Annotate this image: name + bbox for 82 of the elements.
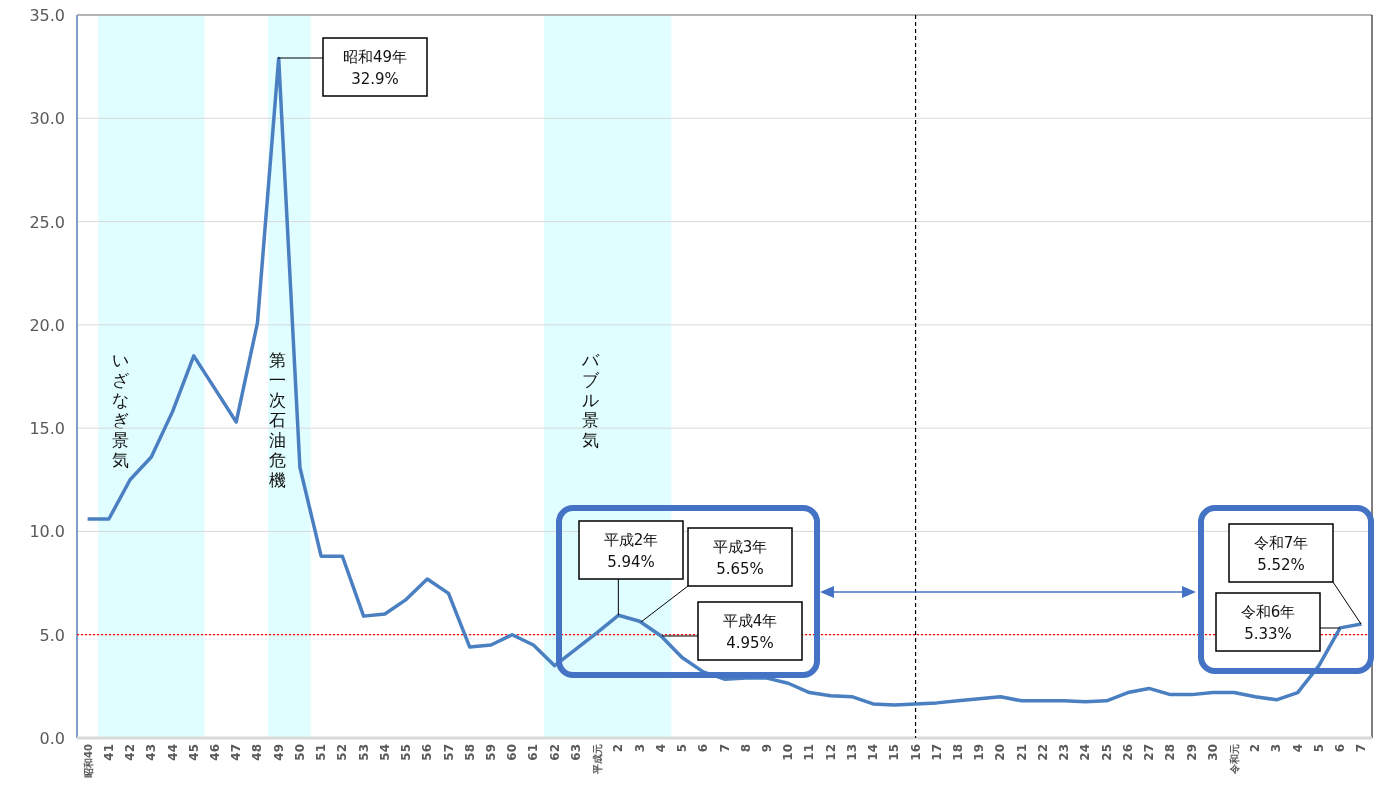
x-tick-label: 6 <box>1333 744 1348 753</box>
x-tick-label: 52 <box>335 744 350 761</box>
x-tick-label: 42 <box>123 744 138 761</box>
x-tick-label: 4 <box>1290 744 1305 753</box>
annotation: 昭和49年 32.9% <box>342 48 408 88</box>
y-tick-label: 35.0 <box>29 6 65 25</box>
band-label: いざなぎ景気 <box>111 350 129 470</box>
x-tick-label: 26 <box>1120 744 1135 761</box>
x-tick-label: 5 <box>675 744 690 753</box>
x-tick-label: 49 <box>271 744 286 761</box>
x-tick-label: 昭和40 <box>82 743 94 778</box>
x-tick-label: 61 <box>526 744 541 761</box>
x-tick-label: 46 <box>207 744 222 761</box>
x-tick-label: 58 <box>462 744 477 761</box>
x-tick-label: 54 <box>377 744 392 761</box>
x-tick-label: 21 <box>1014 744 1029 761</box>
x-tick-label: 56 <box>420 744 435 761</box>
x-tick-label: 55 <box>399 744 414 761</box>
x-tick-label: 51 <box>314 744 329 761</box>
annotation: 令和6年 5.33% <box>1240 603 1296 643</box>
x-tick-label: 29 <box>1184 744 1199 761</box>
x-tick-label: 5 <box>1311 744 1326 753</box>
x-tick-label: 2 <box>611 744 626 753</box>
y-tick-label: 15.0 <box>29 419 65 439</box>
x-tick-label: 50 <box>292 744 307 761</box>
x-tick-label: 令和元 <box>1229 744 1241 775</box>
annotation: 令和6年 5.33% <box>1215 592 1341 652</box>
annotation: 平成4年 4.95% <box>661 601 803 661</box>
x-tick-label: 16 <box>908 744 923 761</box>
x-tick-label: 8 <box>738 744 753 753</box>
annotation: 平成3年 5.65% <box>712 538 768 578</box>
y-tick-label: 25.0 <box>29 212 65 232</box>
x-tick-label: 3 <box>1269 744 1284 753</box>
x-tick-label: 11 <box>802 744 817 761</box>
annotation: 平成4年 4.95% <box>722 612 778 652</box>
x-tick-label: 45 <box>186 744 201 761</box>
annotation: 昭和49年 32.9% <box>277 37 428 97</box>
x-tick-label: 60 <box>505 744 520 761</box>
x-tick-label: 41 <box>101 744 116 761</box>
x-tick-label: 18 <box>951 744 966 761</box>
annotation: 平成2年 5.94% <box>603 531 659 571</box>
x-tick-label: 43 <box>144 744 159 761</box>
x-tick-label: 28 <box>1163 744 1178 761</box>
x-tick-label: 17 <box>929 744 944 761</box>
x-tick-label: 15 <box>887 744 902 761</box>
x-tick-label: 47 <box>229 744 244 761</box>
x-tick-label: 2 <box>1248 744 1263 753</box>
x-tick-label: 4 <box>653 744 668 753</box>
x-tick-label: 44 <box>165 744 180 761</box>
x-tick-label: 7 <box>1354 744 1369 753</box>
x-tick-label: 53 <box>356 744 371 761</box>
x-tick-label: 62 <box>547 744 562 761</box>
x-tick-label: 19 <box>972 744 987 761</box>
x-tick-label: 10 <box>781 744 796 761</box>
y-tick-label: 30.0 <box>29 109 65 129</box>
y-tick-label: 0.0 <box>39 729 65 748</box>
x-tick-label: 6 <box>696 744 711 753</box>
x-tick-label: 3 <box>632 744 647 753</box>
x-tick-label: 57 <box>441 744 456 761</box>
annotation: 令和7年 5.52% <box>1253 534 1309 574</box>
x-tick-label: 12 <box>823 744 838 761</box>
x-tick-label: 30 <box>1205 744 1220 761</box>
x-tick-label: 23 <box>1057 744 1072 761</box>
annotation: 平成2年 5.94% <box>578 520 684 616</box>
x-tick-label: 20 <box>993 744 1008 761</box>
x-tick-label: 48 <box>250 744 265 761</box>
x-tick-label: 24 <box>1078 744 1093 761</box>
y-tick-label: 20.0 <box>29 315 65 335</box>
band-label: 第一次石油危機 <box>268 350 286 490</box>
x-tick-label: 7 <box>717 744 732 753</box>
y-tick-label: 5.0 <box>39 625 65 645</box>
y-tick-label: 10.0 <box>29 522 65 542</box>
x-tick-label: 25 <box>1099 744 1114 761</box>
x-tick-label: 9 <box>759 744 774 753</box>
band-label: バブル景気 <box>580 350 600 450</box>
x-tick-label: 13 <box>844 744 859 761</box>
x-tick-label: 63 <box>568 744 583 761</box>
x-tick-label: 22 <box>1035 744 1050 761</box>
x-tick-label: 59 <box>483 744 498 761</box>
x-tick-label: 14 <box>866 744 881 761</box>
x-tick-label: 27 <box>1142 744 1157 761</box>
x-tick-label: 平成元 <box>592 744 604 775</box>
